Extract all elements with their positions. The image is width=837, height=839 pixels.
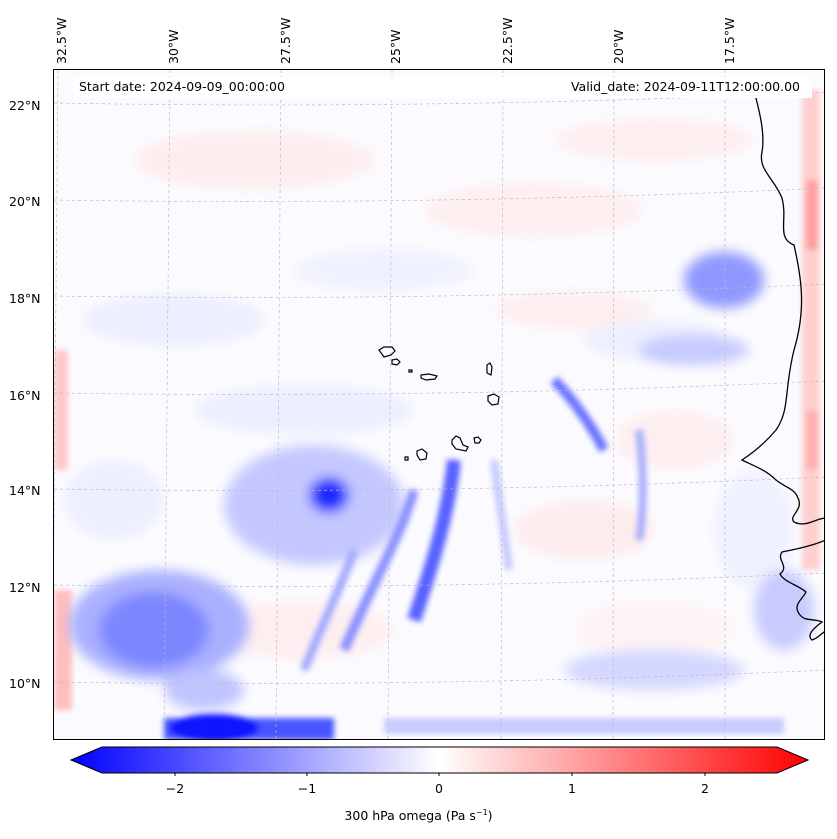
streak-bands <box>299 376 647 672</box>
lat-label-22n: 22°N <box>9 98 41 113</box>
lat-label-18n: 18°N <box>9 291 41 306</box>
start-date-label: Start date: 2024-09-09_00:00:00 <box>79 79 285 94</box>
graticule <box>54 70 824 739</box>
africa-coastline <box>740 89 824 641</box>
cb-tick-label-neg1: −1 <box>297 781 317 796</box>
colorbar-bar <box>70 746 810 774</box>
cabo-verde-coastline <box>378 346 500 461</box>
lat-label-16n: 16°N <box>9 388 41 403</box>
ascent-regions <box>69 252 814 710</box>
header-box <box>74 77 812 98</box>
lon-label-30w: 30°W <box>166 29 181 64</box>
lat-label-10n: 10°N <box>9 676 41 691</box>
colorbar <box>70 746 810 776</box>
lat-label-12n: 12°N <box>9 580 41 595</box>
lon-label-17-5w: 17.5°W <box>722 17 737 64</box>
cb-tick-label-1: 1 <box>568 781 576 796</box>
boundary-artifacts <box>54 90 820 710</box>
lat-label-20n: 20°N <box>9 194 41 209</box>
lon-label-32-5w: 32.5°W <box>54 17 69 64</box>
lon-label-27-5w: 27.5°W <box>278 17 293 64</box>
lon-label-20w: 20°W <box>611 29 626 64</box>
lon-label-22-5w: 22.5°W <box>500 17 515 64</box>
bottom-band <box>164 714 784 739</box>
cb-tick-label-2: 2 <box>701 781 709 796</box>
colorbar-ticks <box>174 773 706 776</box>
lat-label-14n: 14°N <box>9 483 41 498</box>
omega-map[interactable]: Start date: 2024-09-09_00:00:00 Valid_da… <box>53 69 825 740</box>
cb-tick-label-0: 0 <box>435 781 443 796</box>
cb-tick-label-neg2: −2 <box>165 781 185 796</box>
lon-label-25w: 25°W <box>388 29 403 64</box>
valid-date-label: Valid_date: 2024-09-11T12:00:00.00 <box>570 79 800 94</box>
omega-field <box>54 70 824 739</box>
colorbar-title: 300 hPa omega (Pa s−1) <box>344 808 493 824</box>
